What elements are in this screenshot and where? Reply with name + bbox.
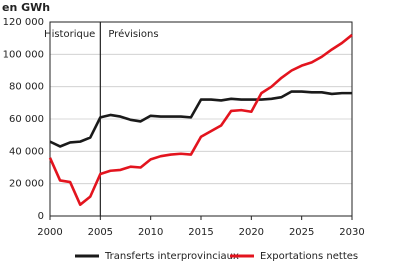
x-tick-label: 2000 — [37, 227, 62, 238]
y-tick-label: 120 000 — [3, 17, 44, 28]
series-line — [48, 33, 353, 206]
annotation: Historique — [44, 29, 95, 40]
x-tick-label: 2025 — [289, 227, 314, 238]
x-tick-label: 2030 — [339, 227, 364, 238]
y-tick-label: 0 — [38, 211, 44, 222]
y-tick-label: 60 000 — [9, 114, 44, 125]
series-line — [49, 90, 352, 148]
plot-frame — [49, 21, 353, 217]
y-tick-label: 40 000 — [9, 146, 44, 157]
y-tick-label: 20 000 — [9, 179, 44, 190]
y-tick-label: 80 000 — [9, 82, 44, 93]
x-tick-label: 2005 — [88, 227, 113, 238]
y-tick-label: 100 000 — [3, 49, 44, 60]
legend-label: Exportations nettes — [260, 251, 358, 262]
legend-label: Transferts interprovinciaux — [104, 251, 239, 262]
y-axis-label: en GWh — [2, 1, 50, 14]
x-tick-label: 2020 — [239, 227, 264, 238]
annotation: Prévisions — [108, 28, 158, 40]
x-tick-label: 2015 — [188, 227, 213, 238]
x-tick-label: 2010 — [138, 227, 163, 238]
